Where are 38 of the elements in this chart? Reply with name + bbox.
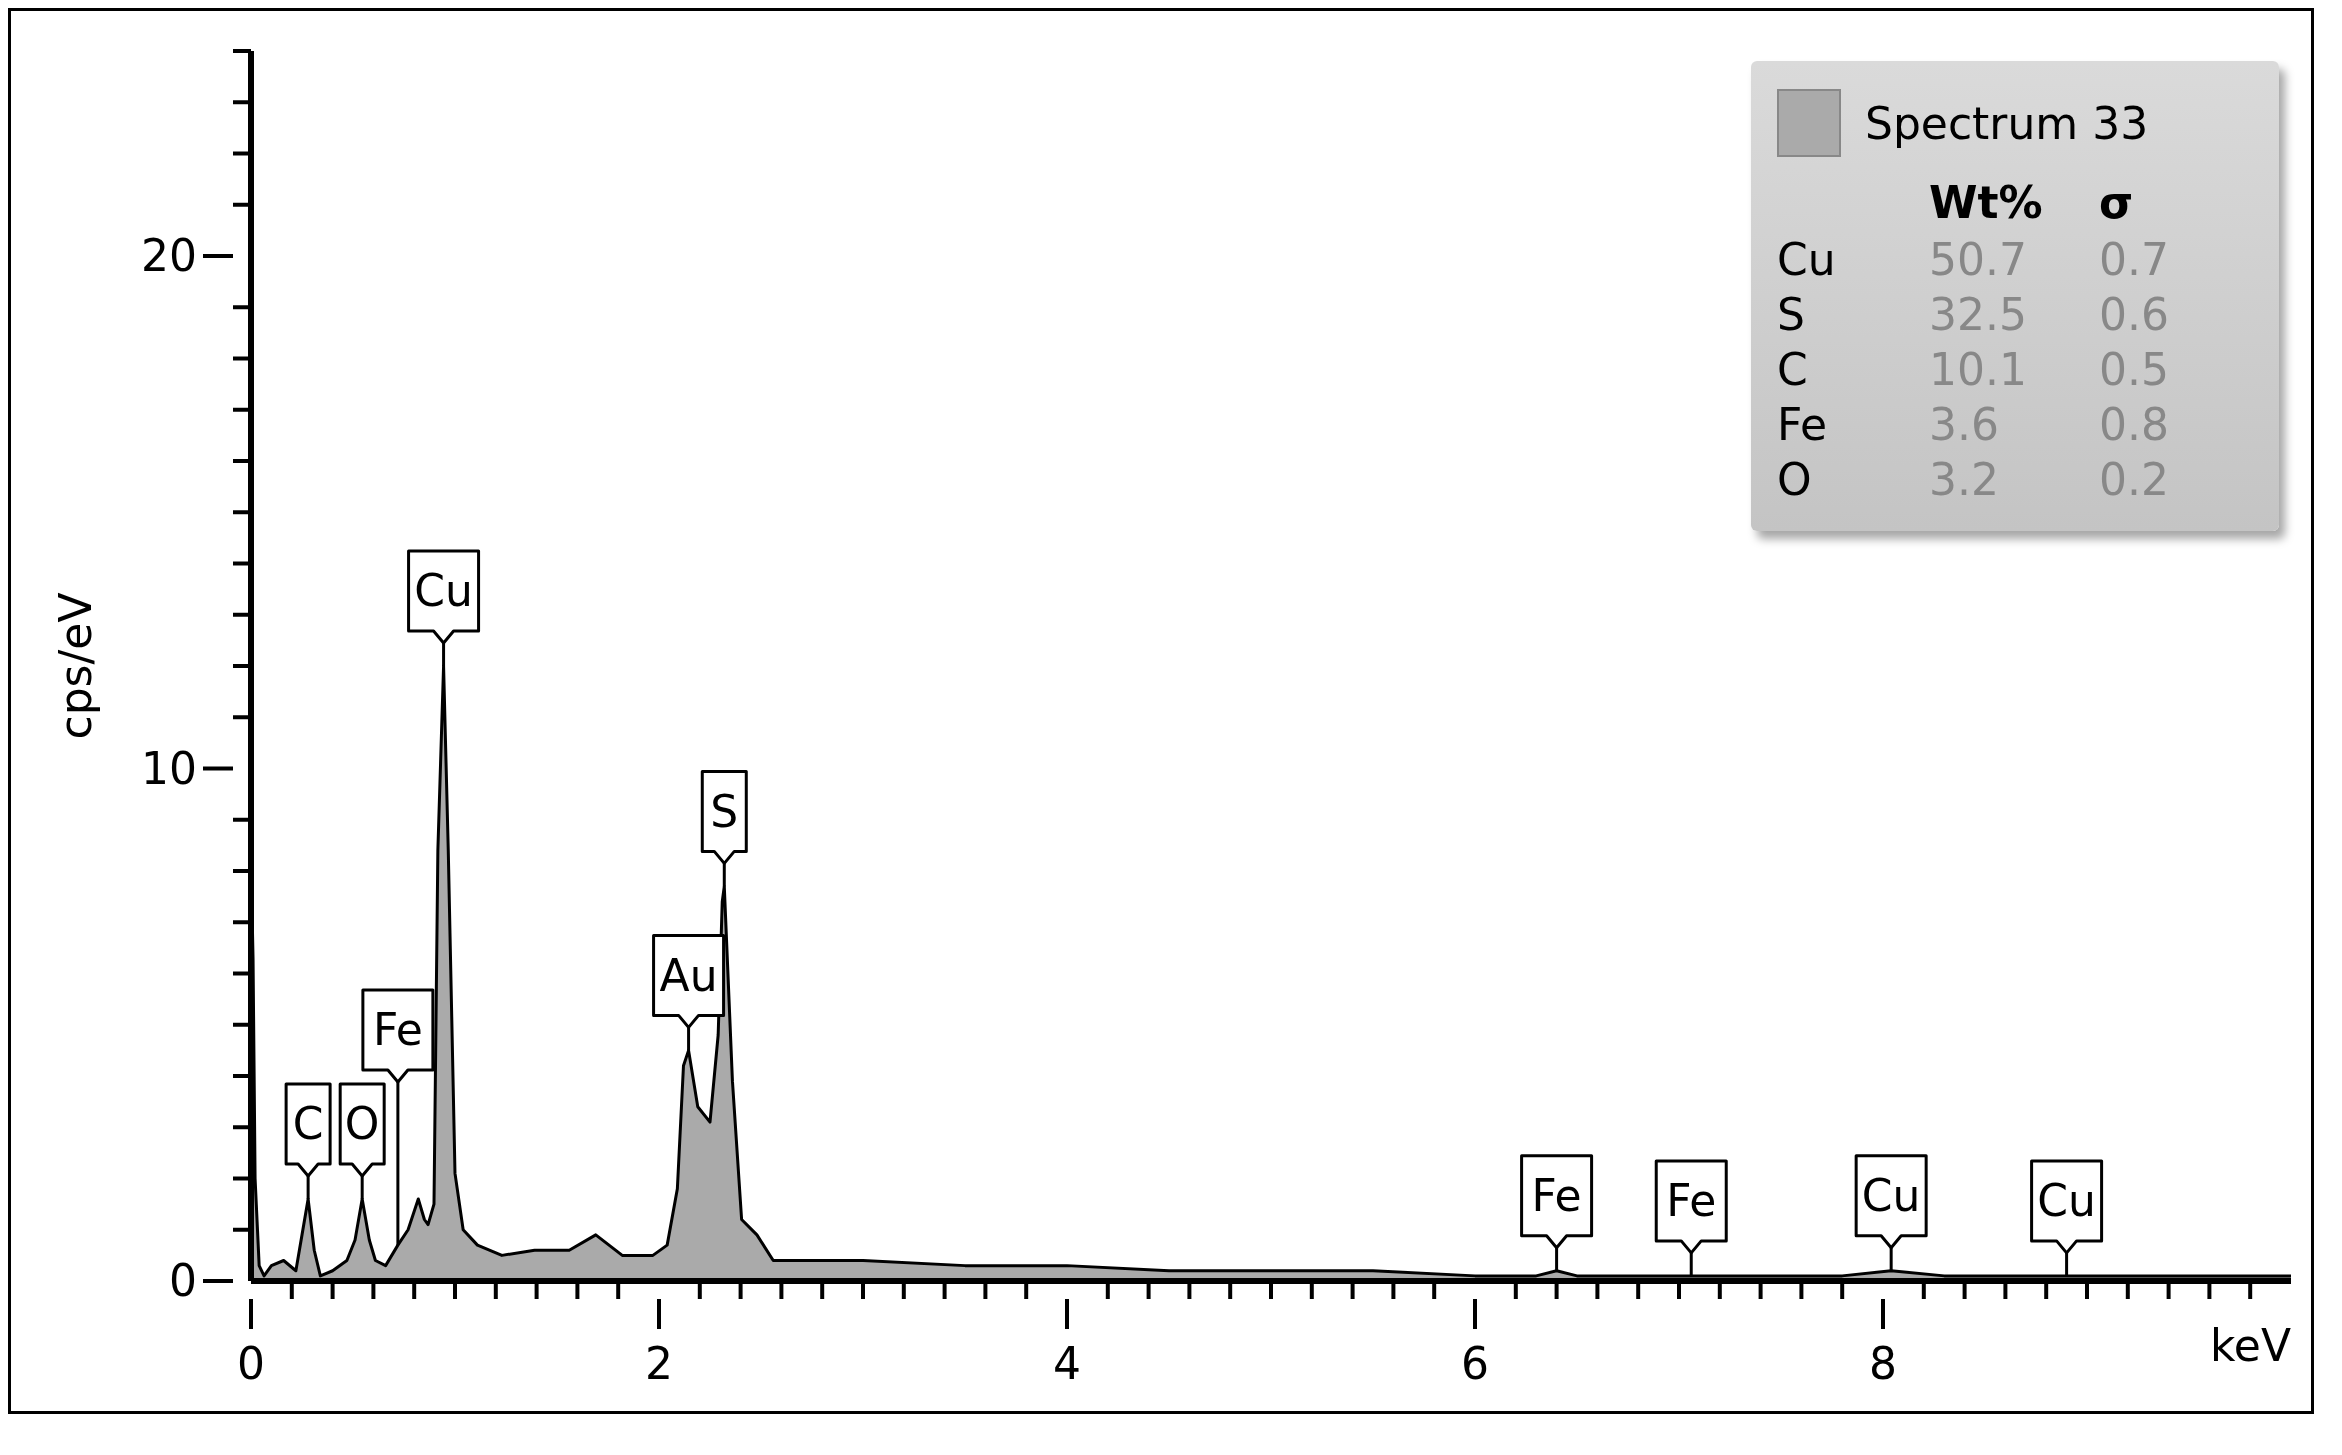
annotation: O [344,1098,380,1150]
annotation: Fe [1666,1175,1717,1227]
annotation: σ [2099,176,2135,230]
annotation: S [1777,288,1806,342]
annotation: O [1777,453,1813,507]
x-tick-label: 0 [237,1338,265,1389]
legend-label: Spectrum 33 [1865,97,2149,149]
annotation: Wt% [1929,176,2044,230]
annotation: Cu [1861,1170,1921,1222]
annotation: Au [659,949,718,1001]
x-axis-title: keV [2209,1320,2291,1371]
y-tick-label: 20 [141,230,197,282]
annotation: 0.5 [2099,343,2170,397]
annotation: S [710,785,739,837]
y-tick-label: 0 [169,1255,197,1307]
x-tick-label: 6 [1461,1338,1489,1389]
annotation: 0.2 [2099,453,2170,507]
annotation: Cu [414,565,473,617]
annotation: 0.6 [2099,288,2170,342]
x-tick-label: 4 [1053,1338,1081,1389]
annotation: C [1777,343,1809,397]
annotation: 0.8 [2099,398,2170,452]
annotation: Fe [1531,1170,1582,1222]
annotation: 50.7 [1929,233,2028,287]
x-tick-label: 2 [645,1338,673,1389]
annotation: 10.1 [1929,343,2028,397]
x-tick-label: 8 [1869,1338,1897,1389]
y-axis-title: cps/eV [50,592,101,740]
annotation: Fe [372,1004,423,1056]
y-tick-label: 10 [141,742,197,794]
annotation: 3.6 [1929,398,2000,452]
annotation: Cu [2037,1175,2096,1227]
annotation: 0.7 [2099,233,2170,287]
annotation: C [292,1098,324,1150]
annotation: Cu [1777,233,1837,287]
annotation: 32.5 [1929,288,2028,342]
annotation: 3.2 [1929,453,2000,507]
annotation: Fe [1777,398,1828,452]
